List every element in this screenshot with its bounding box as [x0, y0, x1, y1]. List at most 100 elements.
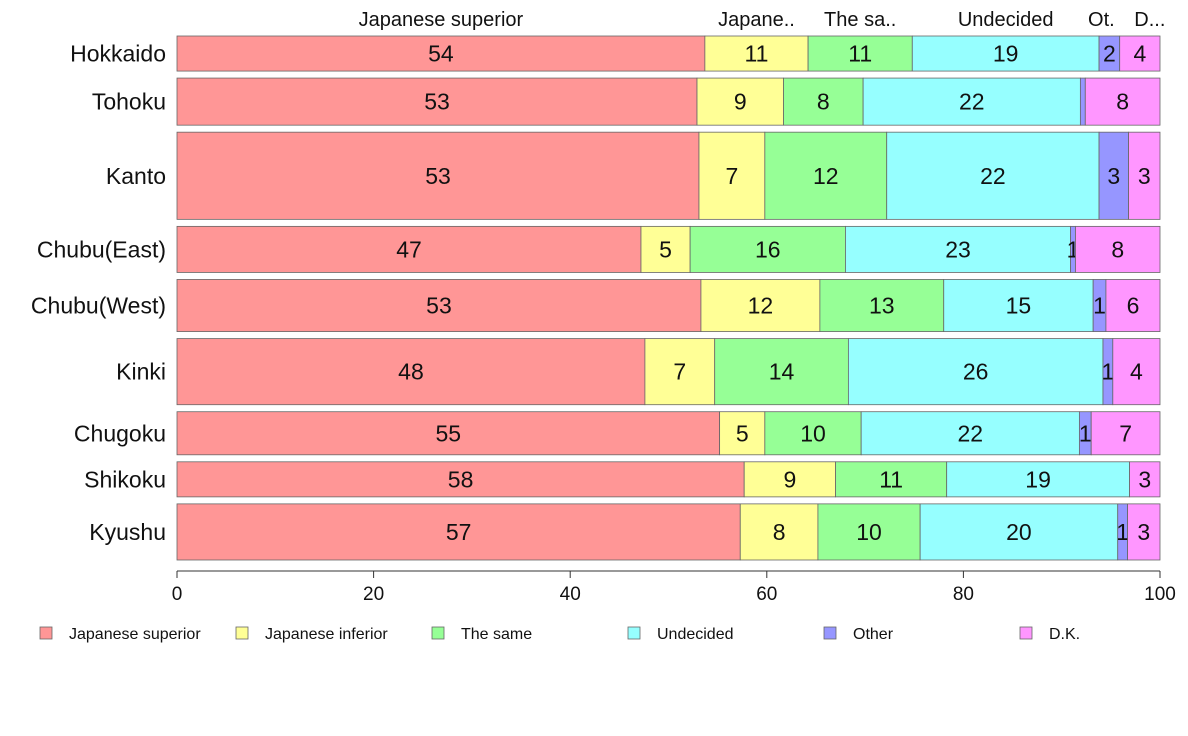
bar-value-label: 54: [428, 41, 454, 67]
legend-label: Japanese inferior: [265, 626, 388, 643]
x-axis: 0 20 40 60 80 100: [172, 570, 1176, 605]
category-label: Chubu(East): [37, 236, 166, 262]
bar-value-label: 7: [1119, 420, 1132, 446]
bar-segment: [817, 503, 921, 561]
bar-value-label: 23: [945, 236, 971, 262]
bar-value-label: 11: [745, 41, 769, 67]
bar-segment: [689, 225, 846, 273]
legend-swatch: [823, 626, 837, 640]
bar-value-label: 3: [1107, 163, 1120, 189]
bar-value-label: 3: [1138, 466, 1151, 492]
x-tick-label: 40: [560, 584, 581, 605]
bar-value-label: 55: [436, 420, 462, 446]
bar-segment: [946, 461, 1130, 498]
bar-value-label: 22: [959, 89, 985, 115]
bar-segment: [743, 461, 837, 498]
bar-value-label: 16: [755, 236, 781, 262]
category-label: Kanto: [106, 163, 166, 189]
bar-value-label: 1: [1116, 519, 1129, 545]
bar-value-label: 11: [848, 41, 872, 67]
bar-segment: [835, 461, 948, 498]
bar-value-label: 1: [1102, 359, 1115, 385]
bar-value-label: 8: [773, 519, 786, 545]
bar-value-label: 4: [1133, 41, 1146, 67]
column-header-label: Japane..: [718, 9, 795, 31]
bar-segment: [739, 503, 819, 561]
legend-label: Japanese superior: [69, 626, 201, 643]
bar-value-label: 7: [726, 163, 739, 189]
bar-segment: [698, 131, 766, 220]
bar-segment: [862, 77, 1081, 126]
category-labels: Hokkaido Tohoku Kanto Chubu(East) Chubu(West…: [31, 41, 166, 545]
bar-segment: [176, 411, 721, 456]
bar-segment: [1079, 77, 1086, 126]
bar-value-label: 26: [963, 359, 989, 385]
x-tick-label: 20: [363, 584, 384, 605]
bar-segment: [176, 131, 700, 220]
bar-segment: [943, 279, 1094, 332]
bar-area: 54 11 11 19 2 453 9 8 22 853 7 12 22 3 347 5 16 23 1 853 12 1…: [176, 35, 1161, 561]
column-header-label: Ot.: [1088, 9, 1115, 31]
bar-segment: [714, 338, 849, 406]
x-tick-label: 100: [1144, 584, 1176, 605]
column-header-label: Japanese superior: [359, 9, 524, 31]
bar-value-label: 22: [980, 163, 1006, 189]
bar-segment: [1075, 225, 1161, 273]
category-label: Chubu(West): [31, 293, 166, 319]
bar-segment: [640, 225, 691, 273]
bar-value-label: 5: [736, 420, 749, 446]
bar-value-label: 9: [784, 466, 797, 492]
category-label: Shikoku: [84, 466, 166, 492]
bar-segment: [176, 461, 745, 498]
bar-segment: [1129, 461, 1161, 498]
legend: Japanese superior Japanese inferior The sa…: [39, 626, 1080, 643]
bar-segment: [1127, 503, 1161, 561]
bar-value-label: 57: [446, 519, 472, 545]
bar-segment: [1105, 279, 1161, 332]
bar-segment: [176, 35, 706, 72]
legend-swatch: [431, 626, 445, 640]
column-header-label: D...: [1134, 9, 1165, 31]
category-label: Kinki: [116, 359, 166, 385]
bar-value-label: 14: [769, 359, 795, 385]
legend-swatch: [235, 626, 249, 640]
bar-value-label: 12: [748, 293, 774, 319]
column-header-label: The sa..: [824, 9, 896, 31]
bar-segment: [1098, 131, 1129, 220]
x-tick-label: 60: [756, 584, 777, 605]
category-label: Chugoku: [74, 420, 166, 446]
bar-value-label: 48: [398, 359, 424, 385]
bar-value-label: 1: [1093, 293, 1106, 319]
bar-segment: [176, 77, 698, 126]
bar-value-label: 6: [1127, 293, 1140, 319]
bar-segment: [696, 77, 784, 126]
bar-segment: [1112, 338, 1161, 406]
legend-label: Undecided: [657, 626, 734, 643]
x-tick-label: 0: [172, 584, 183, 605]
x-tick-label: 80: [953, 584, 974, 605]
bar-segment: [1090, 411, 1161, 456]
bar-value-label: 13: [869, 293, 895, 319]
bar-value-label: 47: [396, 236, 422, 262]
bar-segment: [1119, 35, 1161, 72]
bar-value-label: 11: [879, 466, 903, 492]
bar-value-label: 8: [1116, 89, 1129, 115]
legend-label: Other: [853, 626, 894, 643]
bar-value-label: 53: [424, 89, 450, 115]
bar-segment: [807, 35, 913, 72]
bar-segment: [845, 225, 1071, 273]
bar-segment: [704, 35, 809, 72]
bar-value-label: 10: [856, 519, 882, 545]
column-header-labels: Japanese superior Japane.. The sa.. Undecid…: [359, 9, 1166, 31]
bar-value-label: 7: [673, 359, 686, 385]
bar-segment: [919, 503, 1119, 561]
category-label: Tohoku: [92, 89, 166, 115]
legend-swatch: [1019, 626, 1033, 640]
category-label: Hokkaido: [70, 41, 166, 67]
bar-segment: [886, 131, 1100, 220]
bar-value-label: 53: [425, 163, 451, 189]
bar-segment: [764, 131, 888, 220]
bar-segment: [1128, 131, 1161, 220]
bar-segment: [783, 77, 864, 126]
bar-segment: [176, 338, 646, 406]
